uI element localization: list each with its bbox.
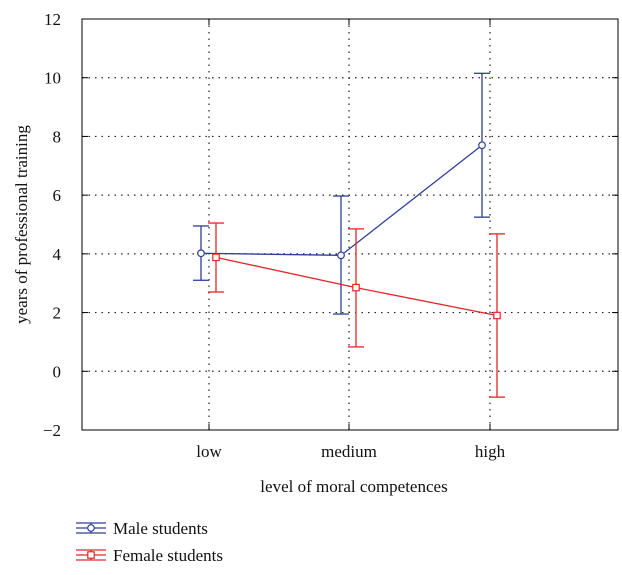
y-tick-label: 0 bbox=[53, 362, 62, 381]
y-tick-label: 12 bbox=[44, 10, 61, 29]
legend-item: Female students bbox=[76, 546, 223, 565]
y-tick-label: 2 bbox=[53, 304, 62, 323]
data-point bbox=[478, 141, 486, 150]
legend: Male students Female students bbox=[76, 519, 223, 565]
legend-marker bbox=[87, 524, 95, 532]
series-layer bbox=[193, 72, 505, 398]
legend-label: Female students bbox=[113, 546, 223, 565]
y-tick-label: 10 bbox=[44, 69, 61, 88]
gridlines bbox=[82, 19, 618, 430]
series-1 bbox=[208, 222, 505, 398]
y-axis-ticks: −2 0 2 4 6 8 10 12 bbox=[43, 10, 618, 440]
y-tick-label: −2 bbox=[43, 421, 61, 440]
data-point bbox=[197, 249, 205, 258]
y-tick-label: 4 bbox=[53, 245, 62, 264]
data-point bbox=[352, 283, 360, 292]
plot-frame bbox=[81, 18, 619, 431]
data-point bbox=[212, 253, 220, 262]
x-tick-label: high bbox=[475, 442, 506, 461]
data-point bbox=[337, 251, 345, 260]
legend-label: Male students bbox=[113, 519, 208, 538]
data-point bbox=[493, 311, 501, 320]
y-tick-label: 6 bbox=[53, 186, 62, 205]
y-axis-label: years of professional training bbox=[12, 125, 31, 324]
legend-item: Male students bbox=[76, 519, 208, 538]
x-axis-label: level of moral competences bbox=[260, 477, 447, 496]
x-tick-label: medium bbox=[321, 442, 377, 461]
x-axis-ticks: low medium high bbox=[196, 19, 506, 461]
x-tick-label: low bbox=[196, 442, 222, 461]
legend-marker bbox=[87, 551, 95, 559]
series-0 bbox=[193, 72, 490, 315]
y-tick-label: 8 bbox=[53, 127, 62, 146]
